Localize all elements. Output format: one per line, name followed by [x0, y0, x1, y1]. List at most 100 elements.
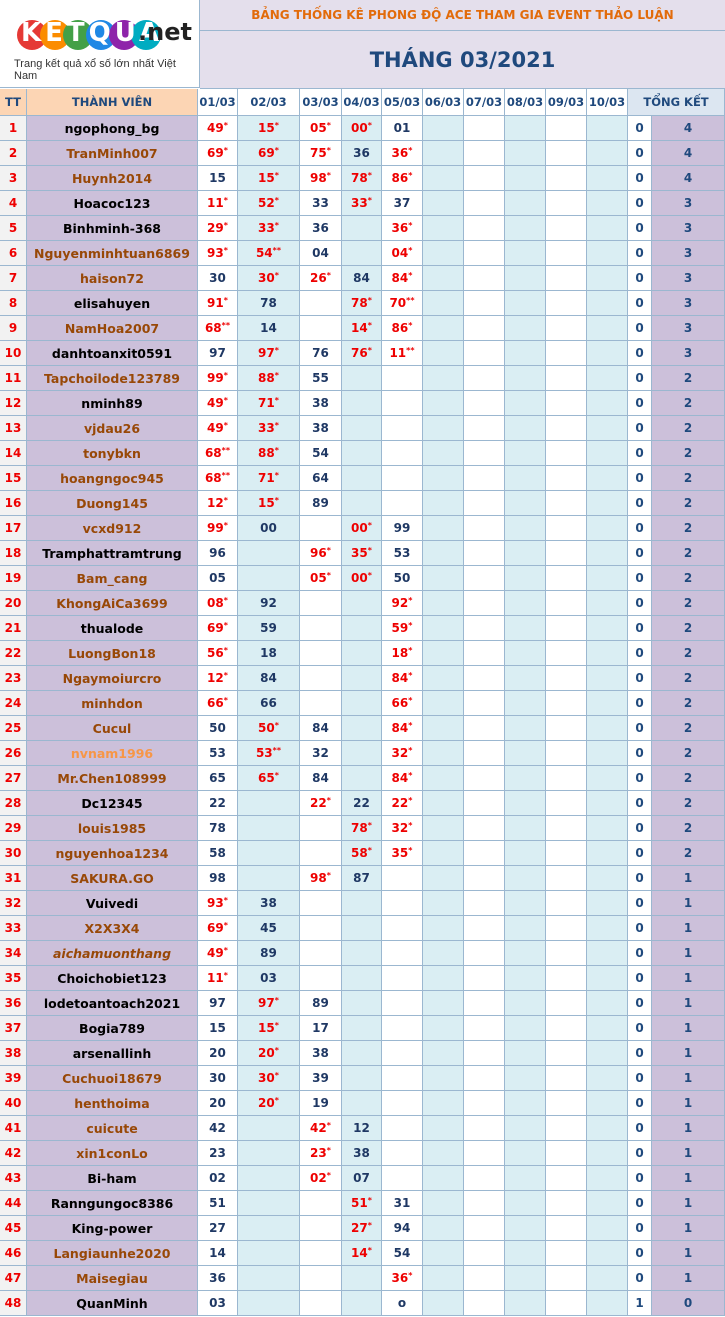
date-cell: [587, 941, 628, 966]
cell-value: 22: [209, 796, 226, 810]
date-cell: 27 *: [342, 1216, 382, 1241]
date-cell: 76: [300, 341, 342, 366]
member-name: Dc12345: [27, 791, 198, 816]
cell-value: 50: [209, 721, 226, 735]
hit-mark: *: [223, 195, 228, 205]
date-cell: [423, 1116, 464, 1141]
row-number: 44: [0, 1191, 27, 1216]
date-cell: [464, 116, 505, 141]
date-cell: [505, 1066, 546, 1091]
date-cell: 26 *: [300, 266, 342, 291]
column-header: 03/03: [300, 89, 342, 116]
date-cell: [464, 441, 505, 466]
date-cell: 59: [238, 616, 300, 641]
date-cell: [423, 141, 464, 166]
date-cell: [464, 341, 505, 366]
date-cell: [238, 1141, 300, 1166]
date-cell: [505, 691, 546, 716]
date-cell: 02: [198, 1166, 238, 1191]
date-cell: 52 *: [238, 191, 300, 216]
date-cell: [464, 1116, 505, 1141]
date-cell: [423, 166, 464, 191]
date-cell: [300, 516, 342, 541]
total-score: 2: [652, 791, 725, 816]
hit-mark: *: [223, 970, 228, 980]
date-cell: 89: [300, 491, 342, 516]
date-cell: [423, 466, 464, 491]
column-header: TT: [0, 89, 27, 116]
cell-value: 36: [312, 221, 329, 235]
cell-value: 38: [353, 1146, 370, 1160]
cell-value: 54: [255, 246, 273, 260]
date-cell: 04 *: [382, 241, 423, 266]
date-cell: [300, 891, 342, 916]
date-cell: [587, 1066, 628, 1091]
date-cell: [546, 266, 587, 291]
row-number: 3: [0, 166, 27, 191]
hit-mark: *: [367, 170, 372, 180]
date-cell: [238, 1291, 300, 1316]
date-cell: [423, 316, 464, 341]
total-count: 0: [628, 966, 652, 991]
date-cell: 11 *: [198, 966, 238, 991]
date-cell: [464, 916, 505, 941]
date-cell: [587, 1266, 628, 1291]
total-score: 1: [652, 1216, 725, 1241]
member-name: TranMinh007: [27, 141, 198, 166]
date-cell: 64: [300, 466, 342, 491]
date-cell: [423, 491, 464, 516]
total-score: 2: [652, 691, 725, 716]
date-cell: [587, 591, 628, 616]
total-score: 1: [652, 966, 725, 991]
date-cell: [464, 1241, 505, 1266]
cell-value: 00: [260, 521, 277, 535]
total-count: 0: [628, 316, 652, 341]
row-number: 26: [0, 741, 27, 766]
date-cell: [546, 516, 587, 541]
date-cell: 68 **: [198, 466, 238, 491]
date-cell: 00 *: [342, 516, 382, 541]
date-cell: [300, 291, 342, 316]
member-name: Ngaymoiurcro: [27, 666, 198, 691]
cell-value: 49: [207, 421, 224, 435]
date-cell: 18: [238, 641, 300, 666]
member-name: Bogia789: [27, 1016, 198, 1041]
date-cell: 69 *: [238, 141, 300, 166]
cell-value: 33: [258, 421, 275, 435]
date-cell: [423, 1266, 464, 1291]
cell-value: 36: [209, 1271, 226, 1285]
date-cell: 71 *: [238, 466, 300, 491]
cell-value: 12: [353, 1121, 370, 1135]
hit-mark: *: [223, 620, 228, 630]
date-cell: [505, 1016, 546, 1041]
hit-mark: *: [274, 120, 279, 130]
total-count: 1: [628, 1291, 652, 1316]
hit-mark: *: [223, 120, 228, 130]
date-cell: [505, 716, 546, 741]
row-number: 16: [0, 491, 27, 516]
date-cell: 05: [198, 566, 238, 591]
date-cell: 78 *: [342, 816, 382, 841]
subtitle-bar: THÁNG 03/2021: [200, 31, 725, 89]
total-count: 0: [628, 1091, 652, 1116]
cell-value: 38: [260, 896, 277, 910]
cell-value: 84: [391, 721, 409, 735]
hit-mark: *: [408, 720, 413, 730]
date-cell: [546, 741, 587, 766]
date-cell: [505, 241, 546, 266]
date-cell: [423, 1016, 464, 1041]
date-cell: [423, 291, 464, 316]
hit-mark: *: [367, 345, 372, 355]
total-count: 0: [628, 491, 652, 516]
date-cell: [464, 841, 505, 866]
column-header: 05/03: [382, 89, 423, 116]
member-name: Maisegiau: [27, 1266, 198, 1291]
date-cell: 36: [198, 1266, 238, 1291]
cell-value: 66: [260, 696, 277, 710]
member-name: aichamuonthang: [27, 941, 198, 966]
date-cell: [300, 1266, 342, 1291]
logo-domain: .net: [138, 18, 192, 46]
date-cell: 30 *: [238, 1066, 300, 1091]
hit-mark: *: [223, 420, 228, 430]
total-count: 0: [628, 741, 652, 766]
